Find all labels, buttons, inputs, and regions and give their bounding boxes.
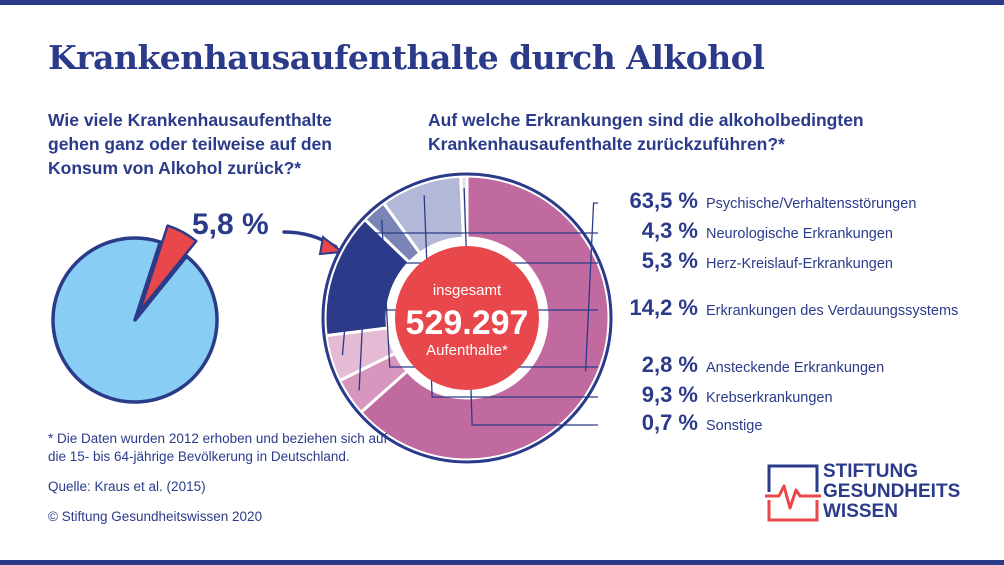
legend-item: 2,8 % Ansteckende Erkrankungen [600, 352, 884, 378]
center-label-bottom: Aufenthalte* [426, 342, 508, 359]
question-left: Wie viele Krankenhausaufenthalte gehen g… [48, 110, 332, 178]
donut-outline [321, 172, 613, 464]
logo-line-3: WISSEN [823, 501, 898, 522]
stiftung-logo: STIFTUNG GESUNDHEITS WISSEN [765, 462, 985, 524]
legend-label: Erkrankungen des Verdauungssystems [706, 303, 959, 319]
legend-value: 14,2 % [629, 295, 699, 320]
copyright-note: © Stiftung Gesundheitswissen 2020 [48, 509, 263, 524]
legend-label: Neurologische Erkrankungen [706, 226, 893, 242]
top-rule [0, 0, 1004, 5]
share-pie-chart [51, 224, 219, 404]
leader-line [341, 262, 598, 356]
logo-line-2: GESUNDHEITS [823, 481, 961, 502]
legend-label: Ansteckende Erkrankungen [706, 360, 885, 376]
legend-value: 5,3 % [641, 248, 698, 273]
legend-item: 9,3 % Krebserkrankungen [600, 382, 833, 408]
page-title: Krankenhausaufenthalte durch Alkohol [48, 38, 765, 77]
pie-slice-other [51, 236, 219, 404]
legend-label: Krebserkrankungen [706, 390, 833, 406]
legend-value: 63,5 % [629, 188, 699, 213]
question-right: Auf welche Erkrankungen sind die alkohol… [428, 110, 864, 154]
donut-slice [358, 174, 611, 462]
legend-label: Herz-Kreislauf-Erkrankungen [706, 256, 893, 272]
legend-item: 14,2 % Erkrankungen des Verdauungssystems [600, 295, 959, 321]
logo-line-1: STIFTUNG [823, 461, 918, 482]
legend-item: 63,5 % Psychische/Verhaltensstörungen [600, 188, 917, 214]
legend-value: 4,3 % [641, 218, 698, 243]
legend-item: 4,3 % Neurologische Erkrankungen [600, 218, 893, 244]
legend-item: 0,7 % Sonstige [600, 410, 763, 436]
leader-line [584, 202, 598, 372]
footnote: * Die Daten wurden 2012 erhoben und bezi… [48, 431, 388, 464]
share-value-label: 5,8 % [192, 208, 269, 241]
leader-line [358, 232, 598, 391]
leader-line [381, 219, 598, 368]
pie-slice-alcohol [138, 224, 198, 313]
center-label-top: insgesamt [433, 282, 502, 299]
legend-label: Psychische/Verhaltensstörungen [706, 196, 917, 212]
arrow-head [318, 235, 345, 256]
center-circle [395, 246, 539, 390]
source-note: Quelle: Kraus et al. (2015) [48, 479, 206, 494]
center-value: 529.297 [406, 304, 529, 342]
logo-text: STIFTUNG GESUNDHEITS WISSEN [823, 462, 960, 522]
legend-item: 5,3 % Herz-Kreislauf-Erkrankungen [600, 248, 893, 274]
bottom-rule [0, 560, 1004, 565]
legend-value: 9,3 % [641, 382, 698, 407]
logo-mark-icon [765, 464, 821, 522]
legend-value: 0,7 % [641, 410, 698, 435]
legend-label: Sonstige [706, 418, 763, 434]
legend-value: 2,8 % [641, 352, 698, 377]
